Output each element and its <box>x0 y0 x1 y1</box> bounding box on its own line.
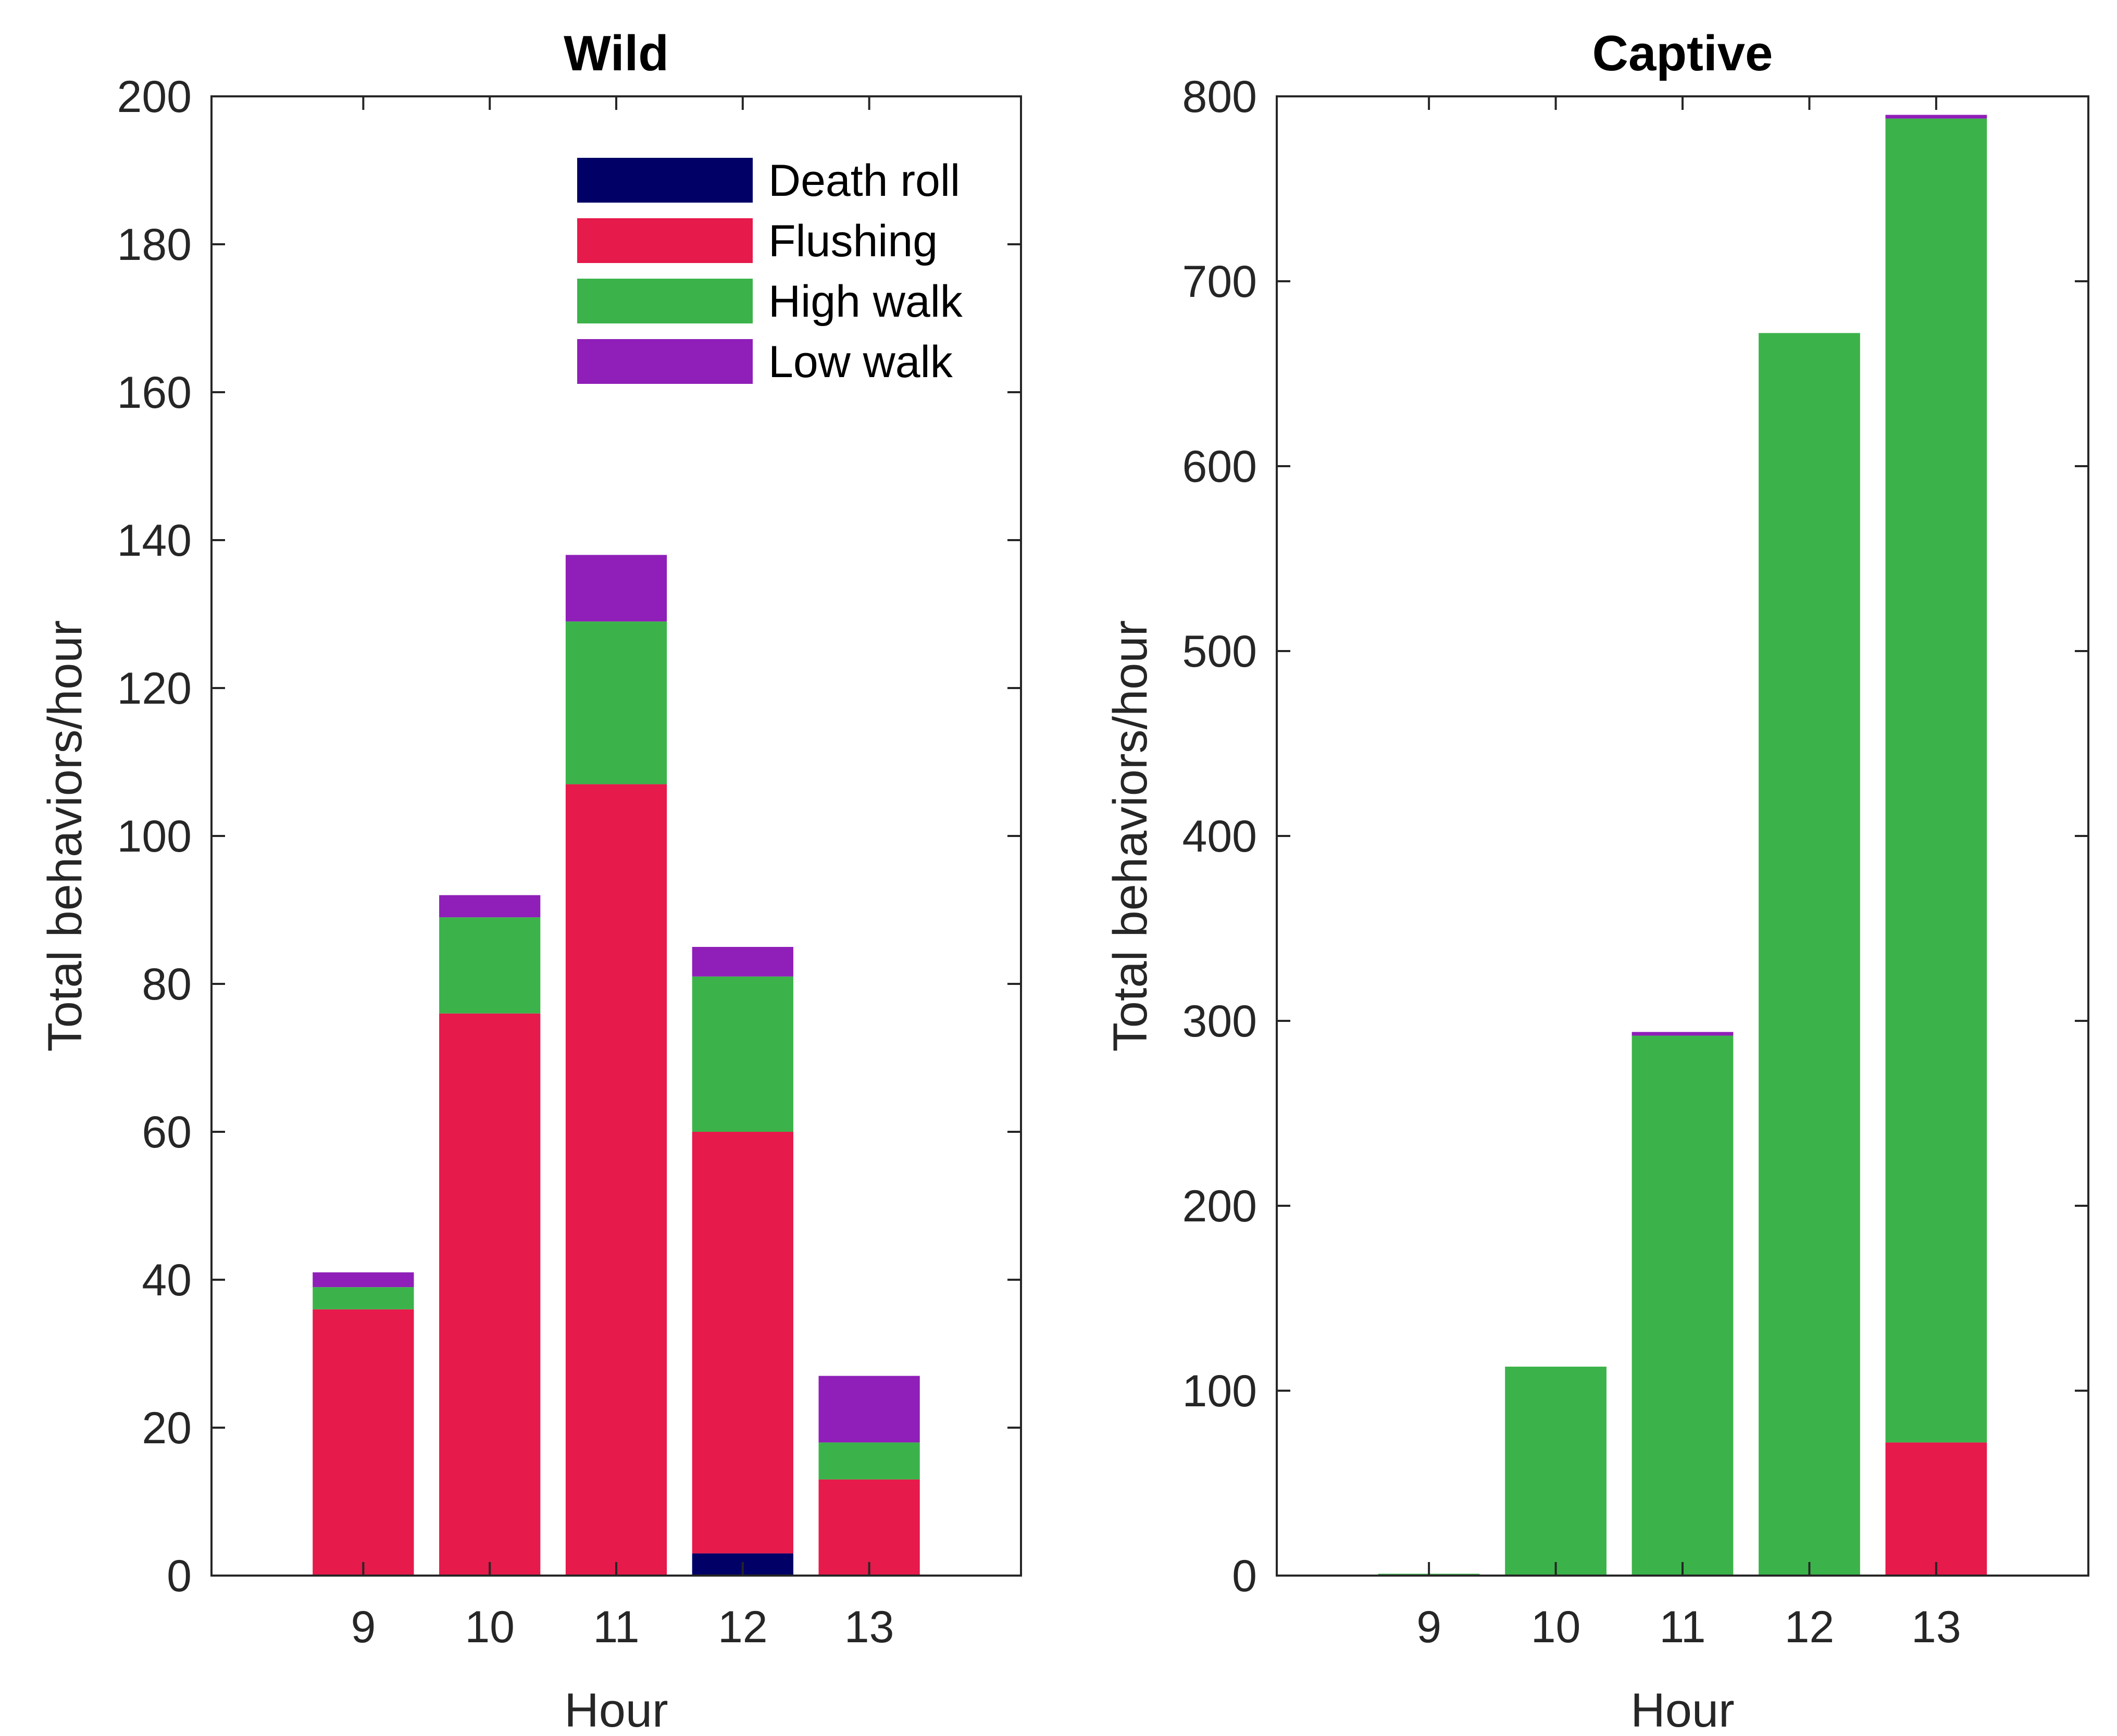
legend-swatch-low-walk <box>577 339 753 384</box>
wild-bar-low-walk-hour-9 <box>313 1272 414 1288</box>
wild-bar-flushing-hour-11 <box>565 784 667 1576</box>
wild-y-axis-label: Total behaviors/hour <box>39 620 92 1052</box>
captive-bar-high-walk-hour-12 <box>1759 333 1860 1576</box>
captive-ytick-label-500: 500 <box>1182 627 1257 677</box>
wild-bar-high-walk-hour-10 <box>439 917 541 1014</box>
captive-bar-flushing-hour-13 <box>1885 1442 1987 1576</box>
wild-x-axis-label: Hour <box>564 1684 668 1736</box>
captive-ytick-label-0: 0 <box>1232 1551 1257 1601</box>
legend-swatch-death-roll <box>577 158 753 203</box>
wild-bar-flushing-hour-10 <box>439 1013 541 1576</box>
wild-ytick-label-0: 0 <box>167 1551 192 1601</box>
captive-bar-high-walk-hour-11 <box>1632 1035 1734 1576</box>
captive-xtick-label-13: 13 <box>1911 1602 1961 1652</box>
wild-ytick-label-120: 120 <box>117 664 192 714</box>
captive-xtick-label-12: 12 <box>1785 1602 1835 1652</box>
wild-xtick-label-13: 13 <box>844 1602 894 1652</box>
wild-bar-flushing-hour-12 <box>692 1132 793 1554</box>
captive-ytick-label-400: 400 <box>1182 811 1257 861</box>
wild-xtick-label-10: 10 <box>465 1602 515 1652</box>
wild-bar-high-walk-hour-11 <box>565 621 667 784</box>
wild-ytick-label-160: 160 <box>117 368 192 418</box>
captive-bar-high-walk-hour-13 <box>1885 118 1987 1443</box>
wild-ytick-label-180: 180 <box>117 220 192 270</box>
wild-ytick-label-80: 80 <box>142 959 192 1009</box>
captive-ytick-label-600: 600 <box>1182 442 1257 492</box>
captive-bar-low-walk-hour-13 <box>1885 115 1987 119</box>
wild-bar-low-walk-hour-10 <box>439 895 541 918</box>
wild-bar-high-walk-hour-9 <box>313 1287 414 1309</box>
captive-ytick-label-800: 800 <box>1182 72 1257 122</box>
wild-xtick-label-11: 11 <box>593 1602 639 1652</box>
captive-x-axis-label: Hour <box>1630 1684 1734 1736</box>
wild-ytick-label-40: 40 <box>142 1255 192 1305</box>
wild-ytick-label-200: 200 <box>117 72 192 122</box>
wild-ytick-label-60: 60 <box>142 1107 192 1157</box>
captive-chart-panel: 0 100 200 300 400 500 600 700 800 9 10 11 12 13 Captiv… <box>1104 26 2089 1736</box>
wild-bar-high-walk-hour-13 <box>818 1442 920 1480</box>
legend-swatch-high-walk <box>577 279 753 323</box>
captive-y-axis-label: Total behaviors/hour <box>1104 620 1157 1052</box>
wild-bar-low-walk-hour-13 <box>818 1376 920 1443</box>
legend-swatch-flushing <box>577 218 753 263</box>
captive-ytick-label-200: 200 <box>1182 1181 1257 1231</box>
wild-ytick-label-20: 20 <box>142 1403 192 1453</box>
wild-bar-high-walk-hour-12 <box>692 976 793 1132</box>
wild-bar-flushing-hour-9 <box>313 1309 414 1576</box>
legend-label-flushing: Flushing <box>768 216 938 266</box>
legend-label-death-roll: Death roll <box>768 156 960 206</box>
wild-chart-title: Wild <box>564 26 669 81</box>
wild-bar-flushing-hour-13 <box>818 1479 920 1576</box>
captive-ytick-label-300: 300 <box>1182 996 1257 1046</box>
wild-legend: Death roll Flushing High walk Low walk <box>577 156 963 387</box>
wild-bar-low-walk-hour-12 <box>692 947 793 977</box>
captive-bar-low-walk-hour-11 <box>1632 1032 1734 1036</box>
wild-chart-panel: 0 20 40 60 80 100 120 140 160 180 200 9 10 11 12 13 Wild… <box>39 26 1022 1736</box>
captive-ytick-label-100: 100 <box>1182 1366 1257 1416</box>
captive-ytick-label-700: 700 <box>1182 257 1257 307</box>
wild-xtick-label-12: 12 <box>718 1602 768 1652</box>
captive-xtick-label-10: 10 <box>1531 1602 1581 1652</box>
captive-chart-title: Captive <box>1592 26 1773 81</box>
captive-xtick-label-11: 11 <box>1659 1602 1705 1652</box>
wild-ytick-label-140: 140 <box>117 516 192 566</box>
legend-label-low-walk: Low walk <box>768 337 953 387</box>
captive-xtick-label-9: 9 <box>1416 1602 1441 1652</box>
wild-bar-low-walk-hour-11 <box>565 555 667 622</box>
legend-label-high-walk: High walk <box>768 277 963 327</box>
captive-bar-high-walk-hour-10 <box>1505 1366 1607 1576</box>
wild-ytick-label-100: 100 <box>117 811 192 861</box>
wild-xtick-label-9: 9 <box>351 1602 376 1652</box>
